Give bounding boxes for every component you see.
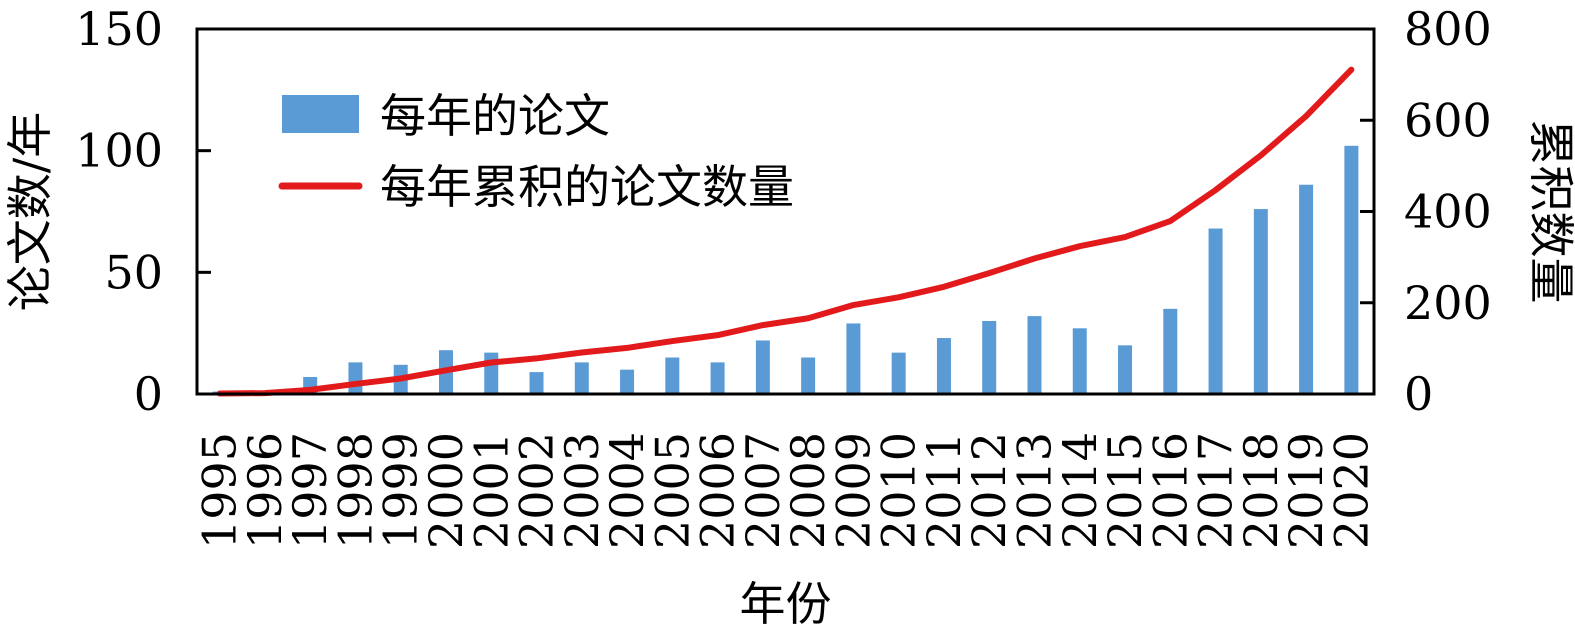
right-tick-label: 400 [1404,185,1492,239]
bar-2019 [1299,184,1314,394]
bar-2011 [936,338,951,394]
bar-2006 [710,362,725,394]
bar-2010 [891,352,906,394]
bar-2008 [801,357,816,394]
bar-2001 [484,352,499,394]
bar-2016 [1163,308,1178,394]
x-tick-label: 2000 [419,432,473,549]
bar-2005 [665,357,680,394]
left-tick-label: 100 [75,124,163,178]
bar-2007 [755,340,770,394]
bar-2017 [1208,228,1223,394]
bar-1998 [348,362,363,394]
x-axis-title: 年份 [740,577,832,631]
left-y-axis-title: 论文数/年 [3,112,57,312]
bar-2013 [1027,316,1042,394]
cumulative-line [216,66,1355,397]
bar-2009 [846,323,861,394]
x-tick-label: 2001 [464,432,518,549]
bar-2018 [1253,209,1268,394]
right-tick-label: 200 [1404,276,1492,330]
x-tick-label: 2004 [600,432,654,549]
bar-2012 [982,321,997,394]
x-tick-label: 2009 [826,432,880,549]
x-tick-label: 2016 [1143,432,1197,549]
bar-2003 [574,362,589,394]
x-tick-label: 2018 [1234,432,1288,549]
legend-bar-swatch [282,95,359,133]
bar-2020 [1344,145,1359,394]
left-y-axis: 0 50 100 150 [75,2,211,421]
x-tick-label: 2006 [691,432,745,549]
bar-2015 [1118,345,1133,394]
x-tick-label: 2020 [1324,432,1378,549]
right-tick-label: 600 [1404,93,1492,147]
bar-2002 [529,372,544,394]
x-axis: 1995199619971998199920002001200220032004… [193,432,1379,549]
left-tick-label: 50 [104,245,163,299]
x-tick-label: 2003 [555,432,609,549]
x-tick-label: 1999 [374,432,428,549]
x-tick-label: 1997 [283,432,337,549]
legend: 每年的论文 每年累积的论文数量 [278,89,794,214]
x-tick-label: 1995 [193,432,247,549]
x-tick-label: 2019 [1279,432,1333,549]
x-tick-label: 2002 [510,432,564,549]
x-tick-label: 2014 [1053,432,1107,549]
right-tick-label: 800 [1404,2,1492,56]
x-tick-label: 2008 [781,432,835,549]
bar-2004 [620,369,635,394]
legend-bar-label: 每年的论文 [380,89,610,143]
right-y-axis: 0 200 400 600 800 [1360,2,1492,421]
bar-2014 [1072,328,1087,394]
x-tick-label: 2011 [917,432,971,549]
x-tick-label: 2015 [1098,432,1152,549]
x-tick-label: 1998 [328,432,382,549]
x-tick-label: 2013 [1007,432,1061,549]
right-tick-label: 0 [1404,367,1433,421]
x-tick-label: 1996 [238,432,292,549]
x-tick-label: 2007 [736,432,790,549]
x-tick-label: 2010 [872,432,926,549]
left-tick-label: 0 [134,367,163,421]
x-tick-label: 2005 [645,432,699,549]
right-y-axis-title: 累积数量 [1524,120,1575,304]
legend-line-label: 每年累积的论文数量 [380,160,794,214]
bar-series [212,145,1359,394]
left-tick-label: 150 [75,2,163,56]
x-tick-label: 2012 [962,432,1016,549]
x-tick-label: 2017 [1189,432,1243,549]
